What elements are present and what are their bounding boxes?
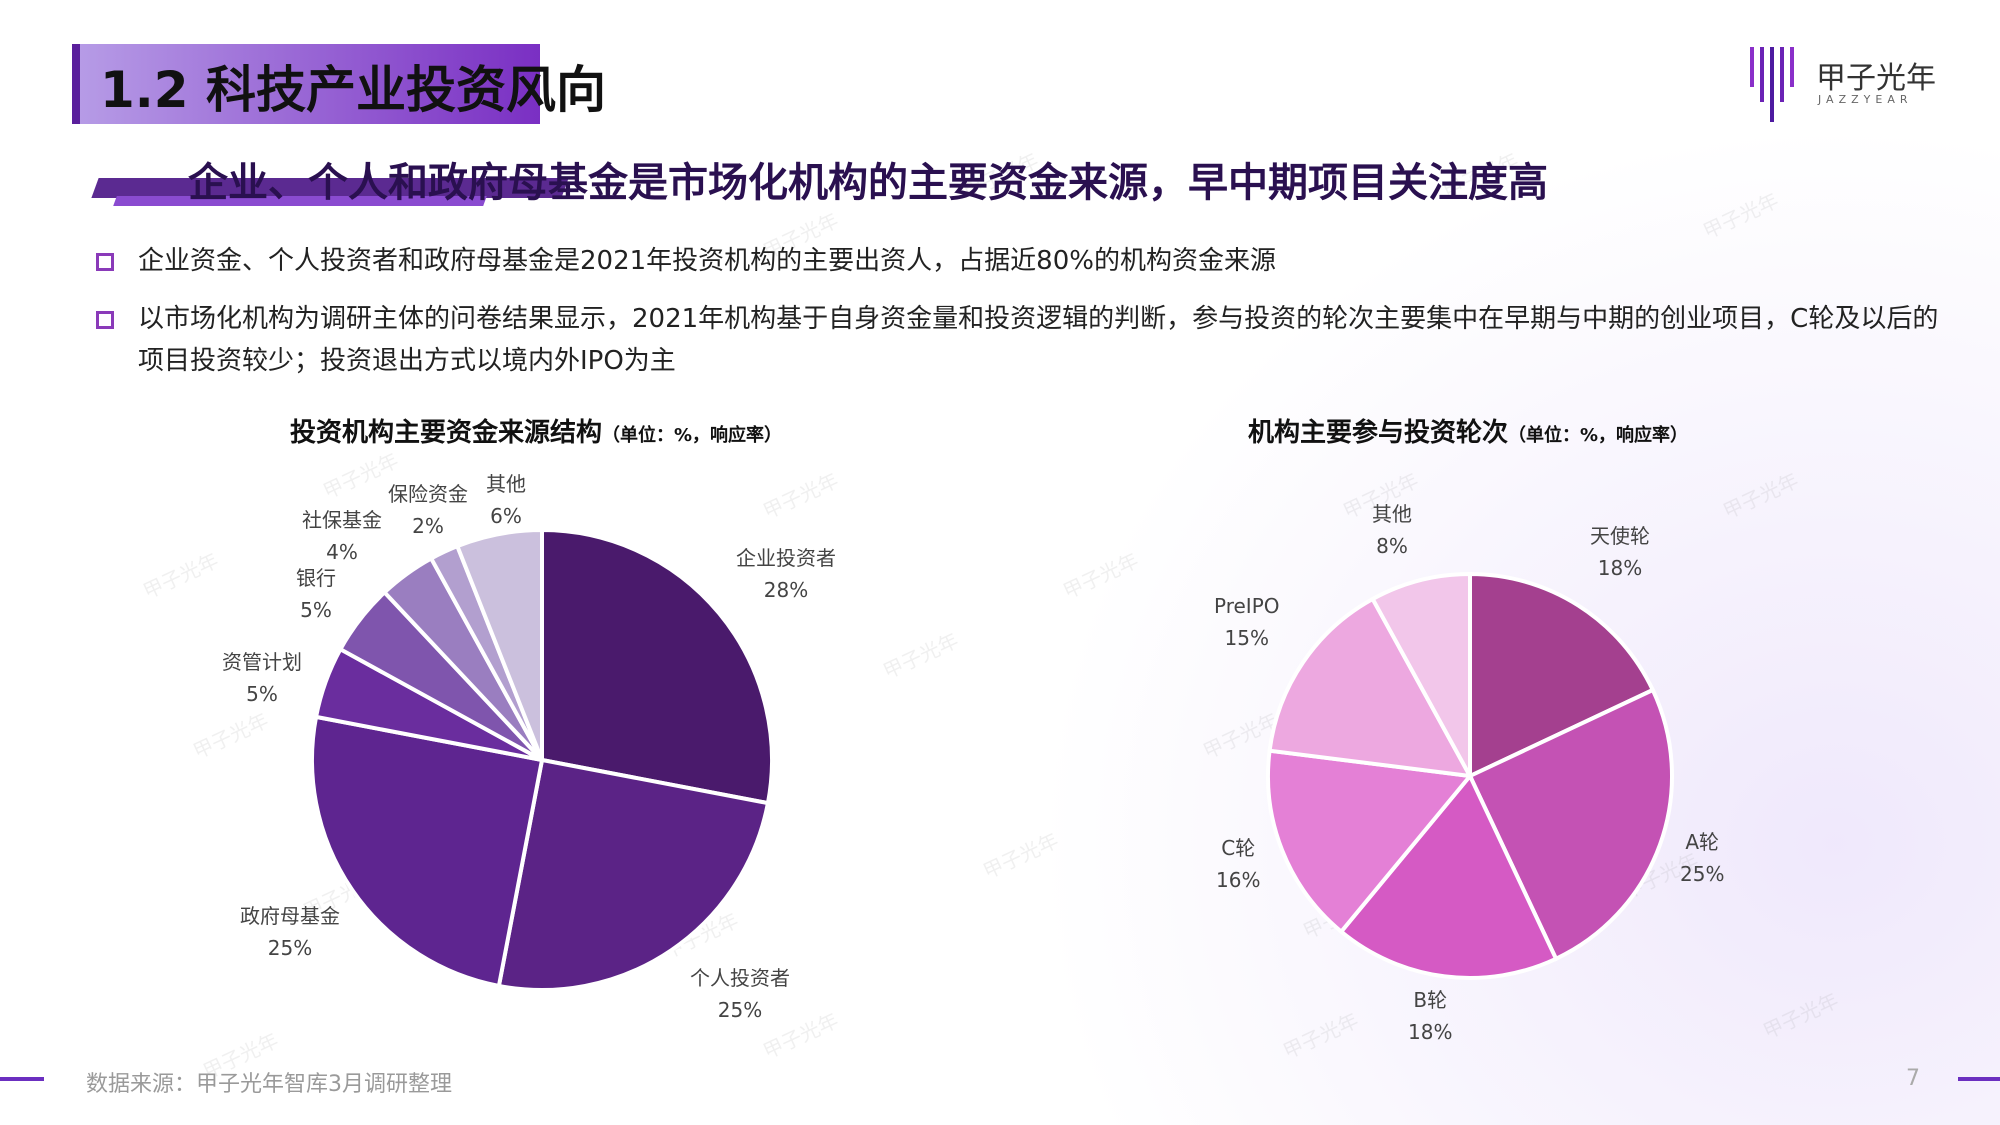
chart-title-text: 投资机构主要资金来源结构 [290,418,603,448]
bullet-text: 以市场化机构为调研主体的问卷结果显示，2021年机构基于自身资金量和投资逻辑的判… [138,304,1939,376]
pie1-label-government-fof: 政府母基金 25% [240,904,340,960]
chart-subtitle: （单位：%，响应率） [1508,425,1689,446]
footer-accent-left [0,1077,44,1081]
chart-subtitle: （单位：%，响应率） [602,425,783,446]
section-title-bar [72,44,540,124]
pie1-slice-0 [540,527,774,806]
pie2-label-other: 其他 8% [1372,502,1412,558]
bullet-square-icon [96,253,114,271]
pie1-slice-7 [454,527,544,761]
pie1-label-social-security: 社保基金 4% [302,508,382,564]
pie2-label-round-c: C轮 16% [1216,836,1261,892]
pie2-label-preipo: PreIPO 15% [1214,594,1280,650]
footer-accent-right [1958,1077,2000,1081]
pie1-label-individual: 个人投资者 25% [690,966,790,1022]
logo-name-en: JAZZYEAR [1818,93,1913,106]
chart-title-investment-rounds: 机构主要参与投资轮次（单位：%，响应率） [1248,412,1688,449]
pie2-slice-4 [1267,596,1474,779]
pie2-slice-1 [1467,687,1674,962]
pie1-label-asset-management: 资管计划 5% [222,650,302,706]
pie2-label-round-b: B轮 18% [1408,988,1453,1044]
jazzyear-logo-icon [1750,47,1794,122]
section-title: 1.2 科技产业投资风向 [100,61,606,119]
pie2-slice-0 [1468,571,1656,780]
headline: 企业、个人和政府母基金是市场化机构的主要资金来源，早中期项目关注度高 [188,160,1548,206]
bullet-text: 企业资金、个人投资者和政府母基金是2021年投资机构的主要出资人，占据近80%的… [138,246,1276,276]
logo: 甲子光年 JAZZYEAR [1748,45,1938,125]
pie2-slice-2 [1338,772,1559,980]
pie2-label-angel: 天使轮 18% [1590,524,1650,580]
pie2-slice-3 [1266,748,1474,935]
pie1-label-enterprise: 企业投资者 28% [736,546,836,602]
bullet-square-icon [96,311,114,329]
chart-title-text: 机构主要参与投资轮次 [1248,418,1509,448]
page-number: 7 [1906,1066,1920,1091]
pie1-label-other: 其他 6% [486,472,526,528]
logo-name-cn: 甲子光年 [1816,61,1936,96]
chart-title-funding-source: 投资机构主要资金来源结构（单位：%，响应率） [290,412,782,449]
pie1-slice-1 [496,757,771,992]
pie2-label-round-a: A轮 25% [1680,830,1725,886]
pie1-slice-2 [310,714,545,989]
pie2-slice-5 [1369,571,1472,777]
data-source: 数据来源：甲子光年智库3月调研整理 [86,1072,452,1097]
pie1-label-bank: 银行 5% [296,566,336,622]
pie1-label-insurance: 保险资金 2% [388,482,468,538]
